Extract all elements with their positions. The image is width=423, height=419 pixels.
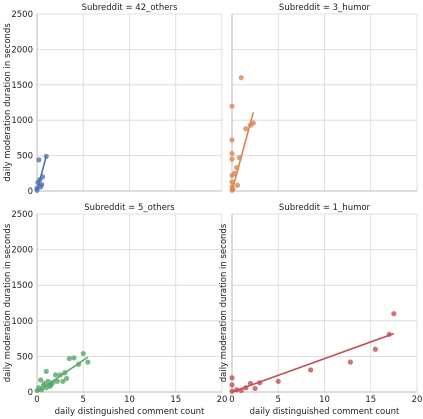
- x-tick-label: 0: [229, 395, 234, 405]
- y-axis-label: daily moderation duration in seconds: [3, 223, 13, 382]
- y-tick-label: 2500: [11, 210, 33, 220]
- data-point: [250, 120, 256, 126]
- y-tick-label: 1500: [11, 281, 33, 291]
- x-tick-label: 10: [124, 395, 135, 405]
- data-point: [85, 359, 91, 365]
- x-tick-label: 15: [170, 395, 181, 405]
- x-tick-label: 5: [81, 395, 86, 405]
- y-tick-label: 0: [28, 388, 33, 398]
- y-axis-label: daily moderation duration in seconds: [219, 223, 229, 382]
- data-point: [229, 150, 235, 157]
- y-tick-label: 1000: [11, 116, 33, 126]
- data-point: [347, 359, 353, 365]
- data-point: [243, 126, 249, 132]
- x-axis-label: daily distinguished comment count: [55, 407, 205, 417]
- data-point: [252, 385, 258, 392]
- regression-line: [36, 156, 48, 192]
- y-tick-label: 2500: [11, 10, 33, 20]
- data-point: [229, 179, 235, 185]
- data-point: [234, 182, 241, 188]
- x-tick-label: 0: [34, 395, 39, 405]
- data-point: [66, 355, 72, 362]
- x-tick-label: 15: [365, 395, 376, 405]
- data-point: [60, 378, 66, 384]
- y-axis-label: daily moderation duration in seconds: [3, 23, 13, 182]
- data-point: [38, 377, 44, 383]
- data-point: [391, 311, 397, 317]
- data-point: [229, 137, 235, 143]
- data-point: [43, 368, 49, 374]
- data-point: [64, 375, 70, 382]
- panel-title: Subreddit = 3_humor: [279, 3, 371, 13]
- data-point: [229, 156, 235, 162]
- x-tick-label: 5: [276, 395, 281, 405]
- data-point: [71, 355, 77, 361]
- data-point: [36, 157, 42, 163]
- x-tick-label: 20: [412, 395, 423, 405]
- regression-line: [231, 112, 255, 192]
- data-point: [229, 382, 235, 388]
- data-point: [43, 153, 49, 159]
- data-point: [39, 182, 45, 188]
- regression-line: [36, 356, 89, 393]
- panel-title: Subreddit = 42_others: [82, 3, 178, 13]
- data-point: [80, 350, 86, 357]
- y-tick-label: 500: [17, 352, 33, 362]
- data-point: [229, 375, 235, 381]
- x-tick-label: 10: [319, 395, 330, 405]
- data-point: [52, 372, 59, 378]
- data-point: [229, 103, 235, 109]
- y-tick-label: 0: [28, 187, 33, 197]
- data-point: [275, 378, 281, 384]
- y-tick-label: 2000: [11, 45, 33, 55]
- data-point: [308, 367, 314, 373]
- regression-line: [231, 332, 395, 393]
- x-axis-label: daily distinguished comment count: [250, 407, 400, 417]
- x-tick-label: 20: [217, 395, 228, 405]
- data-point: [54, 378, 60, 384]
- panel-title: Subreddit = 1_humor: [279, 203, 371, 213]
- data-point: [238, 75, 244, 81]
- y-tick-label: 500: [17, 152, 33, 162]
- y-tick-label: 1500: [11, 81, 33, 91]
- y-tick-label: 2000: [11, 246, 33, 256]
- panel-title: Subreddit = 5_others: [84, 203, 175, 213]
- data-point: [372, 346, 378, 352]
- y-tick-label: 1000: [11, 317, 33, 327]
